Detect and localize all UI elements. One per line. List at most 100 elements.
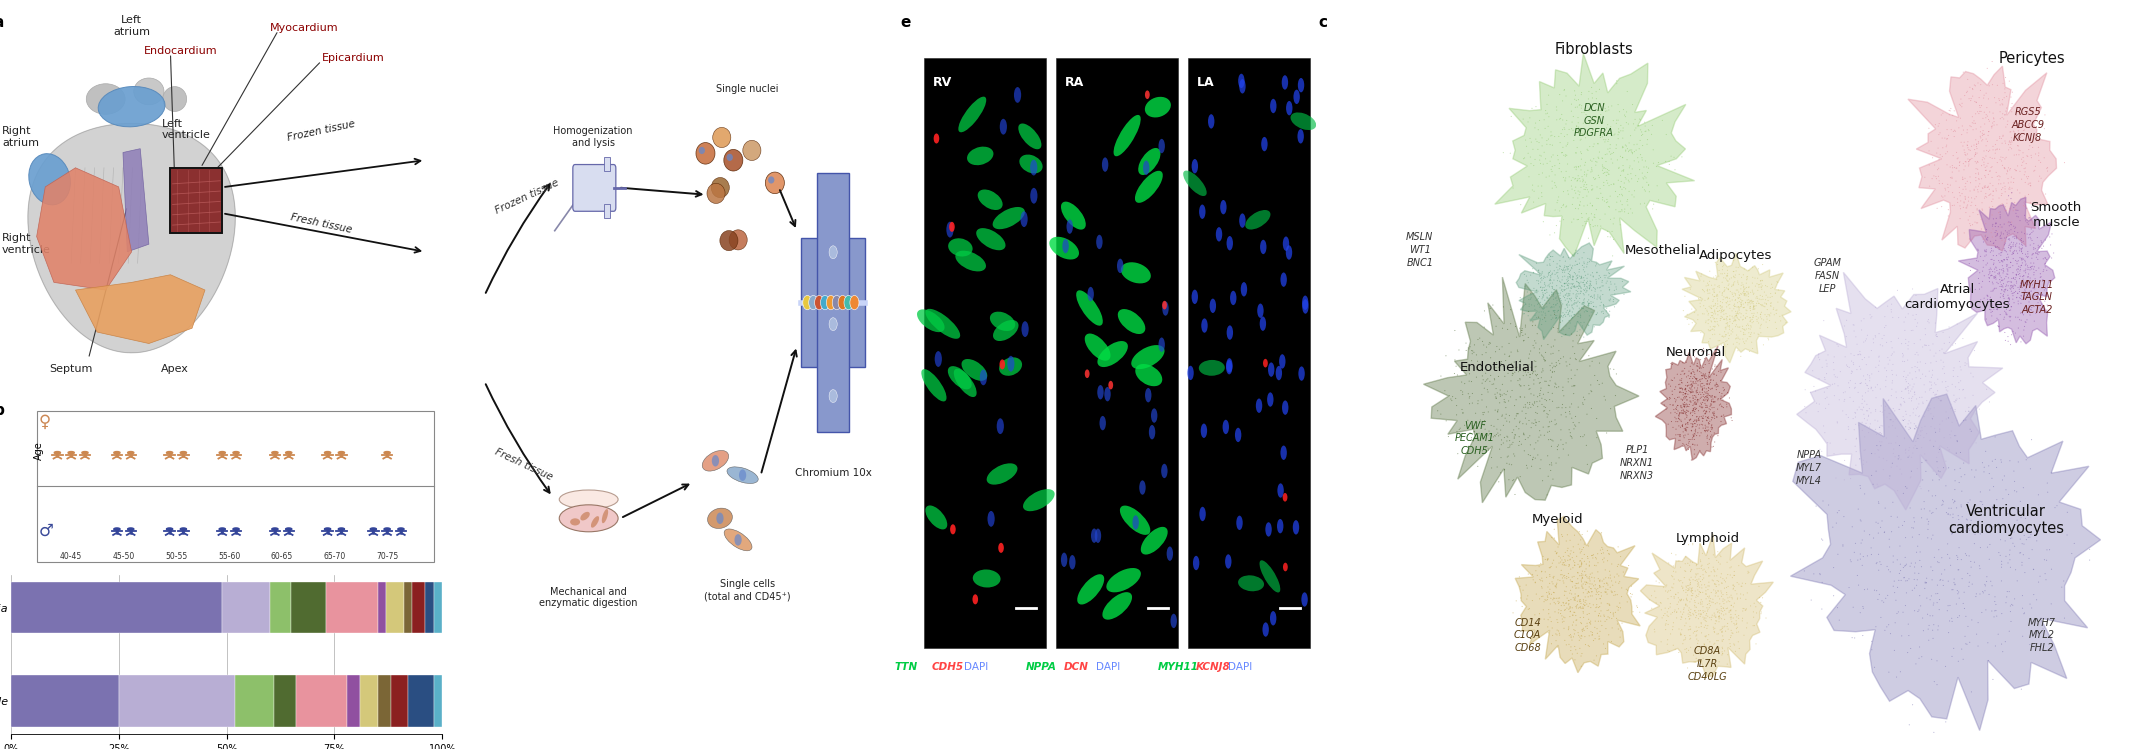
Point (1557, 320, 1592, 332)
Point (1843, 404, 1877, 416)
Point (1869, 592, 1903, 604)
Point (1985, 221, 2019, 233)
Point (1950, 142, 1985, 154)
Point (1577, 369, 1611, 381)
Point (1748, 297, 1783, 309)
Point (1529, 594, 1564, 606)
Ellipse shape (1207, 114, 1214, 129)
Point (1583, 633, 1617, 645)
Point (1585, 280, 1620, 292)
Point (1482, 343, 1516, 355)
Point (1557, 588, 1592, 600)
Point (1972, 181, 2006, 192)
Point (2002, 314, 2036, 326)
Point (1690, 377, 1725, 389)
Point (1553, 289, 1587, 301)
Point (1484, 424, 1519, 436)
Point (1985, 247, 2019, 259)
Point (1854, 312, 1888, 324)
Point (1748, 301, 1783, 313)
Point (1510, 270, 1544, 282)
Point (1566, 118, 1600, 130)
Point (1581, 586, 1615, 598)
Point (1978, 148, 2013, 160)
Point (1688, 630, 1723, 642)
Point (1559, 147, 1594, 159)
Point (1605, 151, 1639, 163)
Point (1540, 258, 1574, 270)
Point (1675, 627, 1710, 639)
Point (1955, 578, 1989, 590)
Point (2030, 264, 2064, 276)
Point (1510, 579, 1544, 591)
Ellipse shape (591, 516, 599, 528)
Point (1721, 284, 1755, 296)
Point (1862, 564, 1897, 576)
Point (1708, 574, 1742, 586)
Point (1660, 405, 1695, 417)
Point (2034, 598, 2069, 610)
Point (1925, 394, 1959, 406)
Point (1536, 592, 1570, 604)
Point (1534, 348, 1568, 360)
Point (1581, 138, 1615, 150)
Point (1562, 539, 1596, 551)
Point (1566, 296, 1600, 308)
Point (1974, 246, 2008, 258)
Point (1579, 650, 1613, 662)
Point (1547, 149, 1581, 161)
Point (1978, 91, 2013, 103)
Point (1521, 431, 1555, 443)
Point (1759, 304, 1794, 316)
Point (1920, 120, 1955, 132)
Point (1918, 356, 1953, 368)
Point (1916, 597, 1950, 609)
Text: DAPI: DAPI (964, 662, 988, 672)
Point (1991, 304, 2026, 316)
Point (1867, 596, 1901, 608)
Point (1467, 415, 1501, 427)
Point (1690, 412, 1725, 424)
Point (1564, 195, 1598, 207)
Point (1744, 309, 1779, 321)
Point (1590, 275, 1624, 287)
Point (2000, 269, 2034, 281)
Point (1523, 388, 1557, 400)
Point (1525, 575, 1559, 587)
Point (1559, 244, 1594, 256)
Point (1555, 278, 1590, 290)
Point (1834, 521, 1869, 533)
Point (1583, 581, 1617, 593)
Point (1862, 421, 1897, 433)
Point (1551, 592, 1585, 604)
Point (2000, 118, 2034, 130)
Point (1867, 409, 1901, 421)
Point (1890, 339, 1925, 351)
Point (1716, 338, 1751, 350)
Point (1980, 228, 2015, 240)
Point (1976, 255, 2011, 267)
Point (1512, 112, 1547, 124)
Point (1452, 375, 1486, 387)
Point (1673, 368, 1708, 380)
Ellipse shape (1061, 553, 1068, 567)
Point (1532, 133, 1566, 145)
Point (1890, 369, 1925, 381)
Point (1590, 148, 1624, 160)
Point (1583, 187, 1617, 199)
Bar (361, 676, 378, 727)
Point (1886, 606, 1920, 618)
Point (1553, 322, 1587, 334)
Point (1585, 167, 1620, 179)
Point (1727, 324, 1761, 336)
Point (1521, 372, 1555, 384)
Point (1656, 616, 1690, 628)
Point (1729, 577, 1764, 589)
Point (2004, 278, 2038, 290)
Point (1970, 234, 2004, 246)
Point (1959, 172, 1993, 184)
Point (1519, 416, 1553, 428)
Point (1710, 592, 1744, 604)
Point (1699, 297, 1733, 309)
Point (1574, 276, 1609, 288)
